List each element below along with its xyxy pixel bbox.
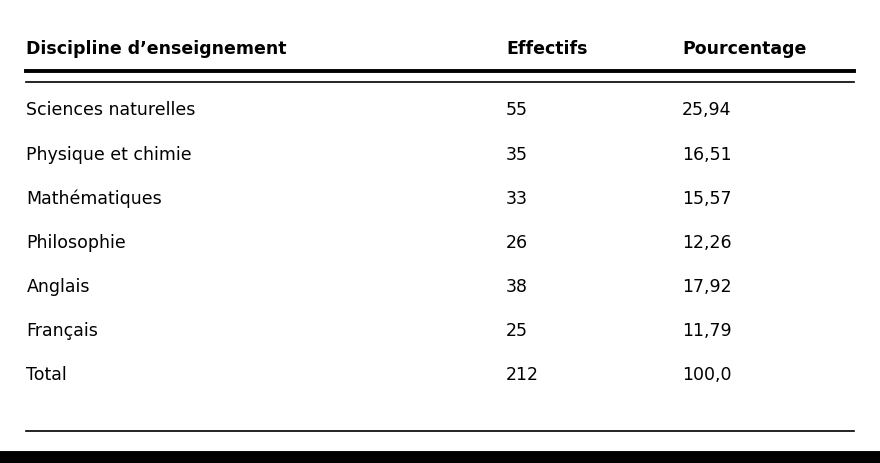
Text: Mathématiques: Mathématiques xyxy=(26,189,162,207)
Text: Total: Total xyxy=(26,365,67,383)
Text: 26: 26 xyxy=(506,233,528,251)
Text: 11,79: 11,79 xyxy=(682,321,731,339)
Text: Effectifs: Effectifs xyxy=(506,40,588,57)
Text: 12,26: 12,26 xyxy=(682,233,731,251)
Text: 55: 55 xyxy=(506,101,528,119)
Text: 16,51: 16,51 xyxy=(682,145,731,163)
Text: 100,0: 100,0 xyxy=(682,365,731,383)
Text: Philosophie: Philosophie xyxy=(26,233,126,251)
Text: 38: 38 xyxy=(506,277,528,295)
Text: 15,57: 15,57 xyxy=(682,189,731,207)
Text: 33: 33 xyxy=(506,189,528,207)
Text: 25,94: 25,94 xyxy=(682,101,731,119)
Text: 25: 25 xyxy=(506,321,528,339)
Text: 17,92: 17,92 xyxy=(682,277,731,295)
Text: Français: Français xyxy=(26,321,99,339)
Text: Pourcentage: Pourcentage xyxy=(682,40,806,57)
Text: Discipline d’enseignement: Discipline d’enseignement xyxy=(26,40,287,57)
Text: 212: 212 xyxy=(506,365,539,383)
Text: Anglais: Anglais xyxy=(26,277,90,295)
Text: Physique et chimie: Physique et chimie xyxy=(26,145,192,163)
Text: 35: 35 xyxy=(506,145,528,163)
Text: Sciences naturelles: Sciences naturelles xyxy=(26,101,195,119)
